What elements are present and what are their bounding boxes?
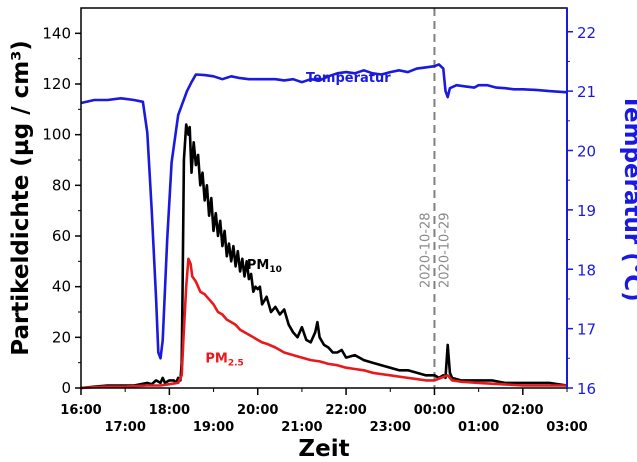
x-major-tick-label: 02:00 bbox=[502, 403, 543, 418]
left-tick-label: 0 bbox=[61, 379, 71, 397]
plot-frame bbox=[80, 7, 568, 389]
right-tick-label: 20 bbox=[577, 143, 596, 161]
annotation-pm25: PM2.5 bbox=[205, 352, 243, 369]
left-y-axis: 0 20 40 60 80 100 120 140 bbox=[42, 24, 81, 397]
left-tick-label: 60 bbox=[52, 227, 71, 245]
right-axis-title: Temperatur (°C) bbox=[619, 94, 637, 301]
right-tick-label: 16 bbox=[577, 380, 596, 398]
x-minor-tick-label: 17:00 bbox=[104, 420, 145, 435]
left-tick-label: 140 bbox=[42, 24, 71, 42]
right-tick-label: 21 bbox=[577, 83, 596, 101]
series-line-temperatur bbox=[80, 63, 568, 360]
right-tick-label: 17 bbox=[577, 321, 596, 339]
right-tick-label: 22 bbox=[577, 24, 596, 42]
x-major-tick-label: 18:00 bbox=[149, 403, 190, 418]
series-line-pm25 bbox=[80, 257, 567, 390]
x-axis: 16:00 18:00 20:00 22:00 00:00 02:00 17:00 19:00… bbox=[60, 388, 588, 435]
x-minor-tick-label: 01:00 bbox=[458, 420, 499, 435]
x-minor-tick-label: 19:00 bbox=[193, 420, 234, 435]
right-y-axis: 16 17 18 19 20 21 22 bbox=[566, 8, 596, 398]
series-lines bbox=[80, 63, 568, 390]
left-tick-label: 40 bbox=[52, 278, 71, 296]
left-tick-label: 120 bbox=[42, 75, 71, 93]
date-label-before-midnight: 2020-10-28 bbox=[418, 212, 433, 288]
x-minor-tick-label: 03:00 bbox=[546, 420, 587, 435]
left-tick-label: 100 bbox=[42, 126, 71, 144]
date-label-after-midnight: 2020-10-29 bbox=[437, 212, 452, 288]
left-tick-label: 80 bbox=[52, 176, 71, 194]
annotation-temperatur: Temperatur bbox=[306, 71, 391, 86]
x-major-tick-label: 00:00 bbox=[414, 403, 455, 418]
series-line-pm10 bbox=[80, 123, 568, 390]
annotation-subscript: 2.5 bbox=[228, 359, 244, 369]
x-major-tick-label: 20:00 bbox=[237, 403, 278, 418]
annotation-pm10: PM10 bbox=[247, 258, 282, 275]
x-minor-tick-label: 21:00 bbox=[281, 420, 322, 435]
right-tick-label: 19 bbox=[577, 202, 596, 220]
x-axis-title: Zeit bbox=[298, 436, 349, 462]
x-major-tick-label: 16:00 bbox=[60, 403, 101, 418]
left-tick-label: 20 bbox=[52, 328, 71, 346]
annotation-subscript: 10 bbox=[269, 265, 282, 275]
x-minor-tick-label: 23:00 bbox=[370, 420, 411, 435]
x-major-tick-label: 22:00 bbox=[325, 403, 366, 418]
left-axis-title: Partikeldichte (µg / cm³) bbox=[8, 40, 34, 356]
right-tick-label: 18 bbox=[577, 261, 596, 279]
vertical-grid-lines: 2020-10-28 2020-10-29 bbox=[418, 8, 452, 388]
